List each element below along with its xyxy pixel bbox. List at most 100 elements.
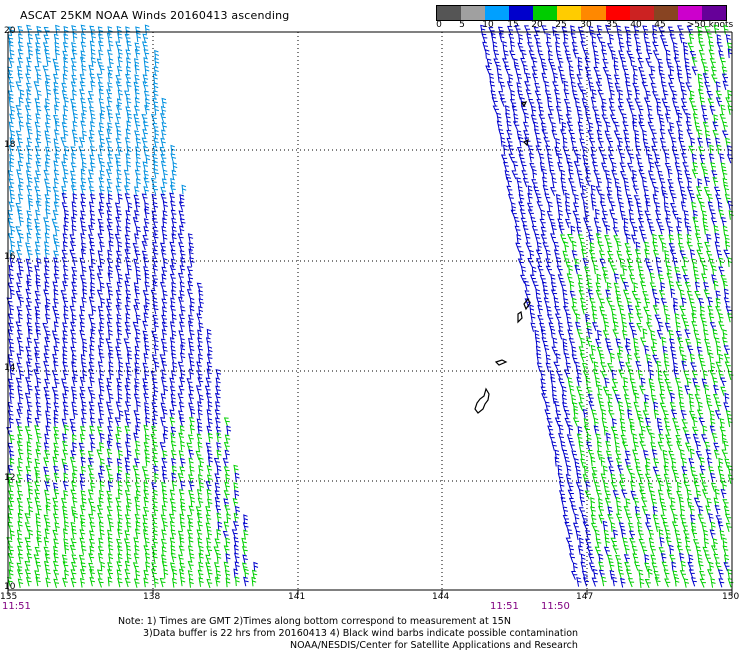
wind-barb	[571, 571, 578, 580]
wind-barb	[584, 105, 590, 115]
wind-barb	[608, 561, 615, 571]
wind-barb	[632, 169, 638, 180]
wind-barb	[106, 506, 113, 516]
wind-barb	[608, 154, 615, 164]
wind-barb	[27, 33, 33, 44]
wind-barb	[521, 170, 528, 180]
wind-barb	[188, 536, 194, 547]
wind-barb	[684, 218, 690, 228]
wind-barb	[550, 273, 556, 284]
wind-barb	[81, 417, 87, 428]
wind-barb	[668, 234, 675, 244]
wind-barb	[186, 266, 193, 276]
wind-barb	[624, 185, 630, 195]
wind-barb	[26, 232, 32, 243]
wind-barb	[664, 425, 672, 435]
wind-barb	[522, 64, 529, 75]
wind-barb	[695, 490, 702, 500]
wind-barb	[628, 530, 636, 540]
wind-barb	[594, 57, 600, 68]
wind-barb	[646, 49, 653, 59]
wind-barb	[213, 546, 220, 556]
wind-barb	[34, 186, 41, 196]
wind-barb	[652, 466, 659, 476]
wind-barb	[722, 545, 729, 555]
wind-barb	[558, 481, 565, 491]
wind-barb	[676, 481, 682, 492]
wind-barb	[572, 202, 579, 212]
wind-barb	[651, 288, 658, 299]
wind-barb	[591, 466, 598, 476]
wind-barb	[650, 65, 656, 76]
wind-barb	[133, 258, 139, 269]
wind-barb	[79, 81, 86, 91]
wind-barb	[99, 282, 105, 292]
wind-barb	[99, 185, 105, 196]
wind-barb	[99, 112, 105, 123]
wind-barb	[604, 537, 610, 547]
wind-barb	[635, 513, 642, 523]
wind-barb	[44, 450, 51, 460]
wind-barb	[99, 258, 105, 268]
wind-barb	[124, 304, 131, 315]
wind-barb	[88, 434, 95, 444]
wind-barb	[611, 169, 618, 179]
wind-barb	[496, 64, 502, 75]
wind-barb	[79, 473, 86, 484]
wind-barb	[591, 577, 598, 587]
wind-barb	[15, 481, 22, 491]
wind-barb	[683, 530, 690, 540]
wind-barb	[631, 177, 638, 187]
wind-barb	[177, 393, 184, 403]
wind-barb	[89, 376, 95, 387]
wind-barb	[574, 361, 581, 372]
wind-barb	[601, 266, 608, 277]
wind-barb	[151, 257, 158, 267]
wind-barb	[607, 393, 613, 404]
wind-barb	[649, 272, 656, 283]
wind-barb	[713, 497, 720, 508]
wind-barb	[618, 50, 624, 60]
wind-barb	[117, 146, 123, 157]
wind-barb	[9, 457, 15, 468]
wind-barb	[98, 352, 105, 363]
wind-barb	[179, 321, 185, 332]
wind-barb	[506, 137, 513, 148]
wind-barb	[35, 520, 42, 531]
wind-barb	[26, 457, 33, 467]
wind-barb	[17, 184, 24, 195]
wind-barb	[674, 377, 681, 388]
wind-barb	[153, 577, 159, 588]
wind-barb	[90, 273, 95, 284]
wind-barb	[679, 514, 686, 524]
wind-barb	[126, 353, 133, 364]
wind-barb	[215, 385, 221, 396]
wind-barb	[610, 49, 616, 60]
wind-barb	[72, 393, 78, 403]
wind-barb	[64, 544, 70, 555]
wind-barb	[171, 233, 177, 244]
wind-barb	[716, 34, 722, 44]
wind-barb	[132, 465, 139, 475]
wind-barb	[97, 578, 104, 588]
wind-barb	[704, 441, 711, 451]
wind-barb	[89, 344, 95, 355]
wind-barb	[649, 490, 656, 500]
wind-barb	[683, 48, 689, 59]
wind-barb	[699, 570, 706, 581]
wind-barb	[141, 250, 148, 260]
wind-barb	[593, 425, 600, 435]
wind-barb	[16, 169, 22, 179]
wind-barb	[706, 497, 712, 508]
wind-barb	[510, 89, 516, 100]
wind-barb	[687, 561, 694, 571]
wind-barb	[62, 265, 69, 275]
wind-barb	[638, 473, 644, 483]
wind-barb	[680, 560, 686, 571]
wind-barb	[44, 194, 51, 204]
wind-barb	[88, 538, 95, 548]
wind-barb	[215, 505, 222, 515]
wind-barb	[657, 274, 664, 284]
wind-barb	[619, 257, 625, 268]
wind-barb	[669, 554, 676, 564]
